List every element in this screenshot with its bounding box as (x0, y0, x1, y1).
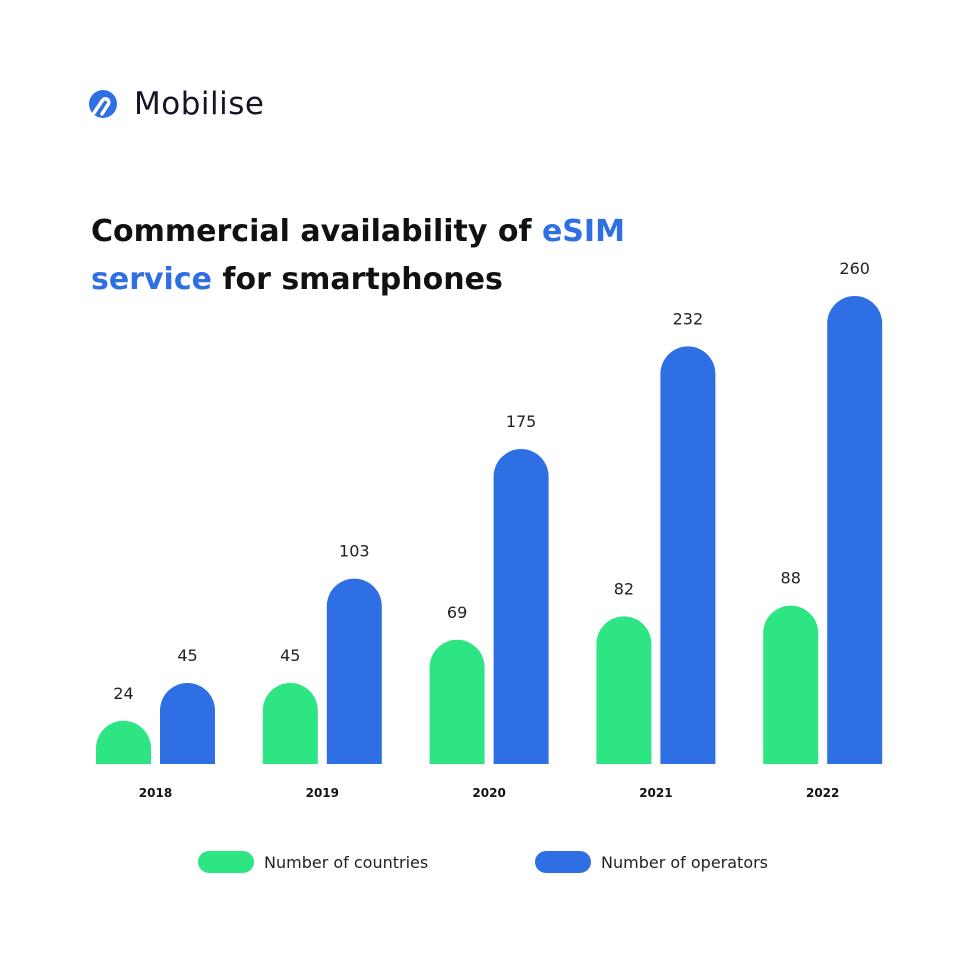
legend-swatch-operators (535, 851, 591, 873)
bar-operators-2022 (827, 296, 883, 764)
bar-countries-2019 (262, 683, 318, 764)
legend-item-countries: Number of countries (198, 851, 428, 873)
bar-operators-2018 (160, 683, 215, 764)
data-label: 69 (447, 603, 467, 622)
legend-item-operators: Number of operators (535, 851, 768, 873)
data-label: 260 (839, 259, 870, 278)
brand-logo: Mobilise (88, 86, 264, 122)
bar-operators-2021 (660, 346, 716, 764)
x-tick-label: 2018 (139, 786, 172, 800)
title-highlight-service: service (91, 262, 212, 297)
legend-label-countries: Number of countries (264, 852, 429, 872)
data-label: 103 (339, 542, 370, 561)
bar-operators-2019 (326, 578, 382, 764)
title-part2: for smartphones (211, 262, 503, 297)
data-label: 88 (781, 569, 801, 588)
x-tick-label: 2021 (639, 786, 672, 800)
title-part1: Commercial availability of (91, 214, 542, 249)
bar-countries-2018 (96, 720, 151, 764)
bar-countries-2020 (429, 639, 485, 764)
x-tick-label: 2019 (306, 786, 339, 800)
bar-countries-2022 (763, 605, 819, 764)
x-tick-label: 2020 (472, 786, 505, 800)
chart-title: Commercial availability of eSIM service … (91, 208, 625, 304)
mobilise-logo-icon (89, 90, 117, 118)
brand-name: Mobilise (134, 86, 265, 122)
x-tick-label: 2022 (806, 786, 839, 800)
data-label: 175 (506, 412, 537, 431)
bar-operators-2020 (493, 449, 549, 764)
bar-countries-2021 (596, 616, 652, 764)
legend-label-operators: Number of operators (601, 852, 769, 872)
data-label: 232 (673, 309, 704, 328)
data-label: 45 (280, 646, 300, 665)
data-label: 45 (177, 646, 197, 665)
title-highlight-esim: eSIM (541, 214, 625, 249)
data-label: 24 (113, 684, 133, 703)
data-label: 82 (614, 579, 634, 598)
legend-swatch-countries (198, 851, 254, 873)
